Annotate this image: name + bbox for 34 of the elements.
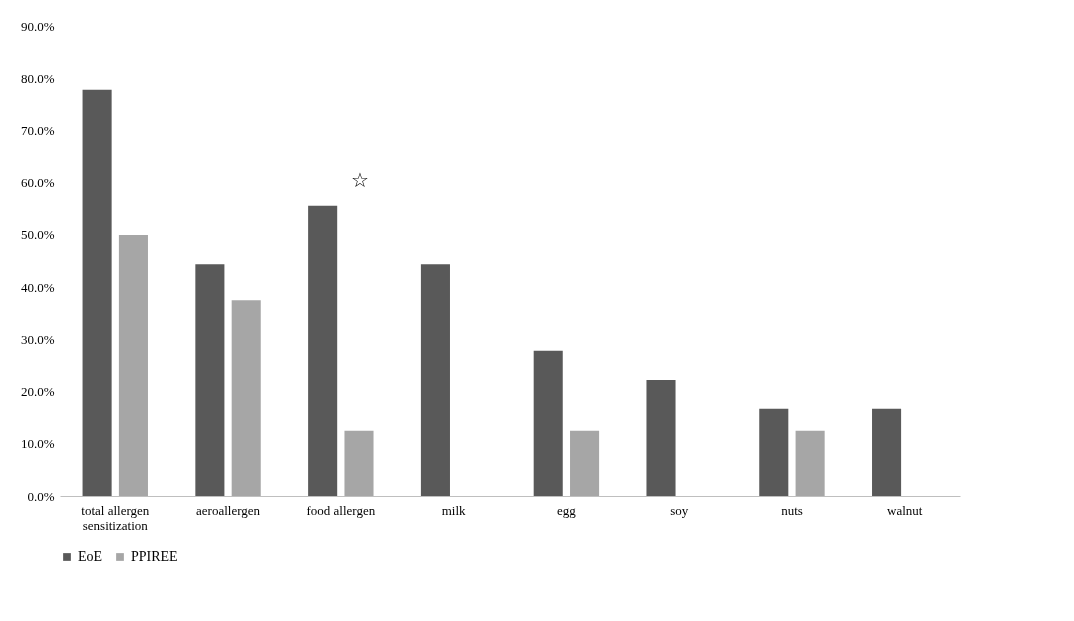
legend-label: PPIREE [131,549,178,564]
x-tick-label: egg [557,502,577,518]
y-tick-label: 70.0% [20,122,55,138]
x-tick-label: nuts [781,502,803,518]
annotation: ☆ [351,168,369,192]
x-tick-label: total allergen sensitization [81,502,150,533]
x-tick-label: soy [670,502,689,518]
y-tick-label: 40.0% [20,279,55,295]
bar [231,300,261,496]
bar [420,264,450,496]
y-tick-label: 60.0% [20,175,55,191]
y-tick-label: 80.0% [20,70,55,86]
bar [570,430,600,496]
bar [82,89,112,496]
x-tick-label: milk [441,502,467,518]
bar [533,350,563,496]
bar [195,264,225,496]
bar [118,234,148,496]
bar [759,408,789,496]
y-tick-label: 30.0% [20,331,55,347]
y-tick-label: 90.0% [20,18,55,34]
x-tick-label: food allergen [306,502,376,518]
x-tick-label: aeroallergen [196,502,261,518]
bar [344,430,374,496]
bar [308,205,338,496]
bar [795,430,825,496]
bar [646,380,676,496]
y-tick-label: 0.0% [27,488,55,504]
y-tick-label: 20.0% [20,384,55,400]
y-tick-label: 50.0% [20,227,55,243]
x-tick-label: walnut [887,502,923,518]
legend-label: EoE [78,549,103,564]
bar [872,408,902,496]
y-tick-label: 10.0% [20,436,55,452]
